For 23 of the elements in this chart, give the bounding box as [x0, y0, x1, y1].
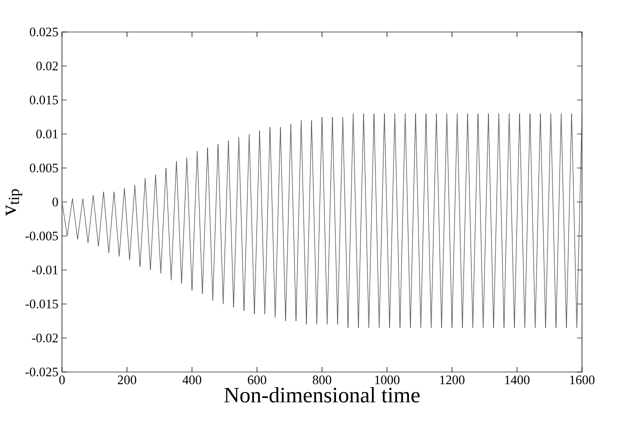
y-tick-label: -0.015 [26, 300, 58, 308]
y-tick-label: -0.02 [32, 334, 58, 342]
x-tick-label: 1600 [570, 376, 594, 384]
line-series [62, 113, 582, 328]
x-tick-label: 1200 [440, 376, 464, 384]
y-tick-label: 0 [52, 198, 58, 206]
y-tick-label: 0.01 [36, 130, 58, 138]
x-tick-label: 400 [182, 376, 202, 384]
y-tick-label: 0.025 [30, 28, 58, 36]
y-axis-title: v$_{tip}$ [6, 189, 22, 216]
y-tick-label: 0.015 [30, 96, 58, 104]
x-tick-label: 1400 [505, 376, 530, 384]
x-tick-label: 600 [248, 376, 266, 384]
y-tick-label: -0.005 [26, 232, 58, 240]
x-tick-label: 200 [118, 376, 136, 384]
x-tick-label: 800 [312, 376, 332, 384]
y-tick-label: 0.005 [30, 164, 58, 172]
x-axis-title: Non-dimensional time [224, 387, 420, 403]
x-tick-label: 1000 [375, 376, 400, 384]
x-tick-label: 0 [59, 376, 65, 384]
y-tick-label: -0.025 [26, 368, 58, 376]
y-tick-label: -0.01 [32, 266, 58, 274]
y-tick-label: 0.02 [36, 62, 58, 70]
